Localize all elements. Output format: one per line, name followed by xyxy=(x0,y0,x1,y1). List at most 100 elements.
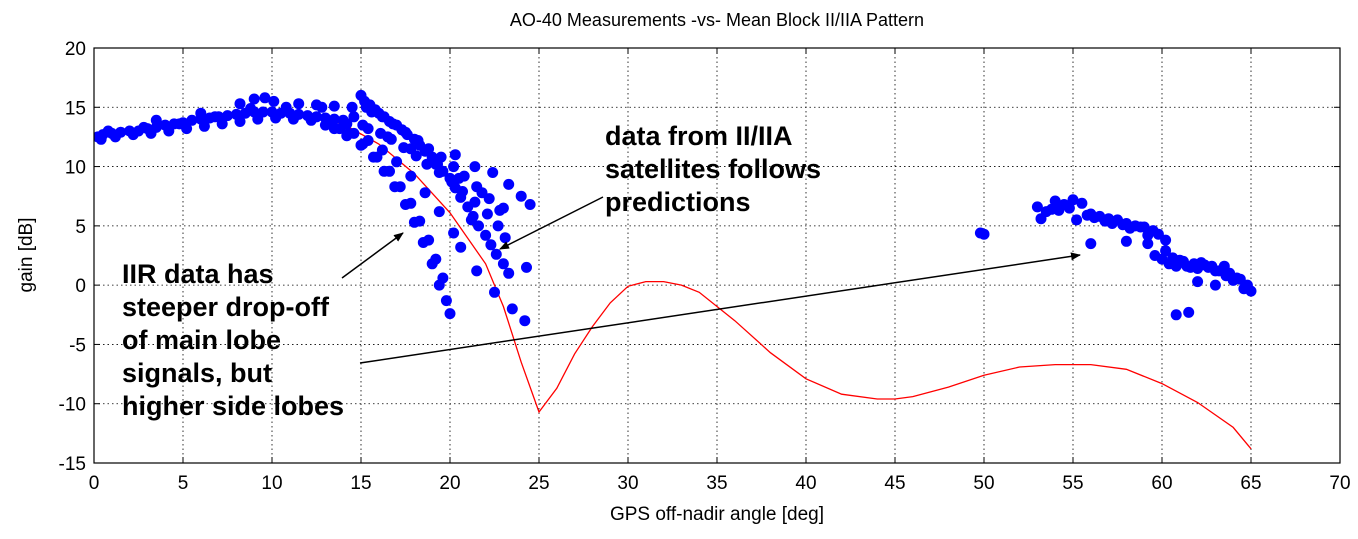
y-tick-label: 10 xyxy=(65,158,86,179)
data-point xyxy=(1099,215,1111,227)
data-point xyxy=(1181,260,1193,272)
annotation-line: data from II/IIA xyxy=(605,121,793,151)
data-point xyxy=(490,248,502,260)
data-point xyxy=(503,178,515,190)
data-point xyxy=(455,241,467,253)
data-point xyxy=(1049,195,1061,207)
data-point xyxy=(287,113,299,125)
data-point xyxy=(1031,201,1043,213)
data-point xyxy=(293,98,305,110)
x-tick-label: 60 xyxy=(1151,473,1172,494)
x-tick-label: 50 xyxy=(973,473,994,494)
data-point xyxy=(423,234,435,246)
data-point xyxy=(400,126,411,138)
data-point xyxy=(391,156,403,168)
data-point xyxy=(485,239,497,251)
data-point xyxy=(437,272,449,284)
annotation-line: higher side lobes xyxy=(122,391,344,421)
data-point xyxy=(524,199,536,210)
data-point xyxy=(440,295,452,307)
data-point xyxy=(423,143,435,155)
chart-title: AO-40 Measurements -vs- Mean Block II/II… xyxy=(510,10,924,30)
data-point xyxy=(497,258,509,270)
data-point xyxy=(248,93,260,105)
y-tick-label: 15 xyxy=(65,98,86,119)
data-point xyxy=(1160,234,1172,246)
data-point xyxy=(481,208,493,220)
data-point xyxy=(376,111,388,123)
data-point xyxy=(414,215,426,227)
axis-ticks: 0 5 10 15 20 25 30 35 40 45 50 55 60 65 70 -15 -10 -5 0 5 10… xyxy=(59,39,1351,494)
annotation-line: of main lobe xyxy=(122,325,281,355)
annotation-line: steeper drop-off xyxy=(122,292,330,322)
data-point xyxy=(234,98,246,110)
data-point xyxy=(1076,197,1088,209)
data-point xyxy=(1218,260,1230,272)
data-point xyxy=(305,114,317,126)
data-point xyxy=(1120,235,1132,247)
data-point xyxy=(362,135,374,146)
x-tick-label: 55 xyxy=(1062,473,1083,494)
data-point xyxy=(405,170,417,182)
data-point xyxy=(1135,221,1147,233)
data-point xyxy=(216,118,228,130)
data-point xyxy=(448,227,460,239)
data-point xyxy=(138,121,150,133)
data-point xyxy=(421,158,433,170)
data-point xyxy=(1209,279,1221,291)
data-point xyxy=(1071,214,1083,226)
y-tick-label: -5 xyxy=(69,335,86,356)
data-point xyxy=(1117,219,1129,231)
data-point xyxy=(209,111,221,123)
data-point xyxy=(348,111,360,123)
data-point xyxy=(1081,209,1093,221)
data-point xyxy=(465,214,477,226)
data-point xyxy=(348,127,360,139)
data-point xyxy=(1035,213,1047,225)
x-tick-label: 20 xyxy=(439,473,460,494)
data-point xyxy=(366,106,378,118)
data-point xyxy=(145,127,157,139)
data-point xyxy=(195,107,207,119)
x-axis-label: GPS off-nadir angle [deg] xyxy=(610,504,824,525)
data-point xyxy=(245,103,257,114)
annotation-arrow xyxy=(499,196,604,250)
data-point xyxy=(430,253,442,265)
annotation-line: IIR data has xyxy=(122,259,274,289)
data-point xyxy=(163,125,175,137)
data-point xyxy=(433,206,445,218)
annotation-line: satellites follows xyxy=(605,154,821,184)
data-point xyxy=(471,265,483,277)
annotation-line: signals, but xyxy=(122,358,272,388)
y-tick-label: 20 xyxy=(65,39,86,60)
data-point xyxy=(469,161,481,173)
data-point xyxy=(334,123,346,135)
data-point xyxy=(150,114,162,126)
data-point xyxy=(1170,309,1182,321)
x-tick-label: 35 xyxy=(706,473,727,494)
data-point xyxy=(387,118,399,130)
data-point xyxy=(234,116,246,127)
data-point xyxy=(515,190,527,202)
data-point xyxy=(362,123,374,135)
data-point xyxy=(382,131,394,143)
data-point xyxy=(270,112,282,124)
annotation-arrow xyxy=(341,232,404,279)
data-point xyxy=(412,135,424,146)
data-point xyxy=(405,197,417,209)
data-point xyxy=(252,113,264,125)
data-point xyxy=(1160,245,1172,257)
data-point xyxy=(405,143,417,155)
x-tick-label: 70 xyxy=(1329,473,1350,494)
data-point xyxy=(95,133,107,145)
x-tick-label: 40 xyxy=(795,473,816,494)
data-point xyxy=(433,167,445,178)
data-point xyxy=(487,167,499,178)
annotation-arrow xyxy=(359,252,1081,364)
data-point xyxy=(102,125,114,137)
data-point xyxy=(222,110,233,122)
x-tick-label: 45 xyxy=(884,473,905,494)
data-point xyxy=(328,100,340,112)
